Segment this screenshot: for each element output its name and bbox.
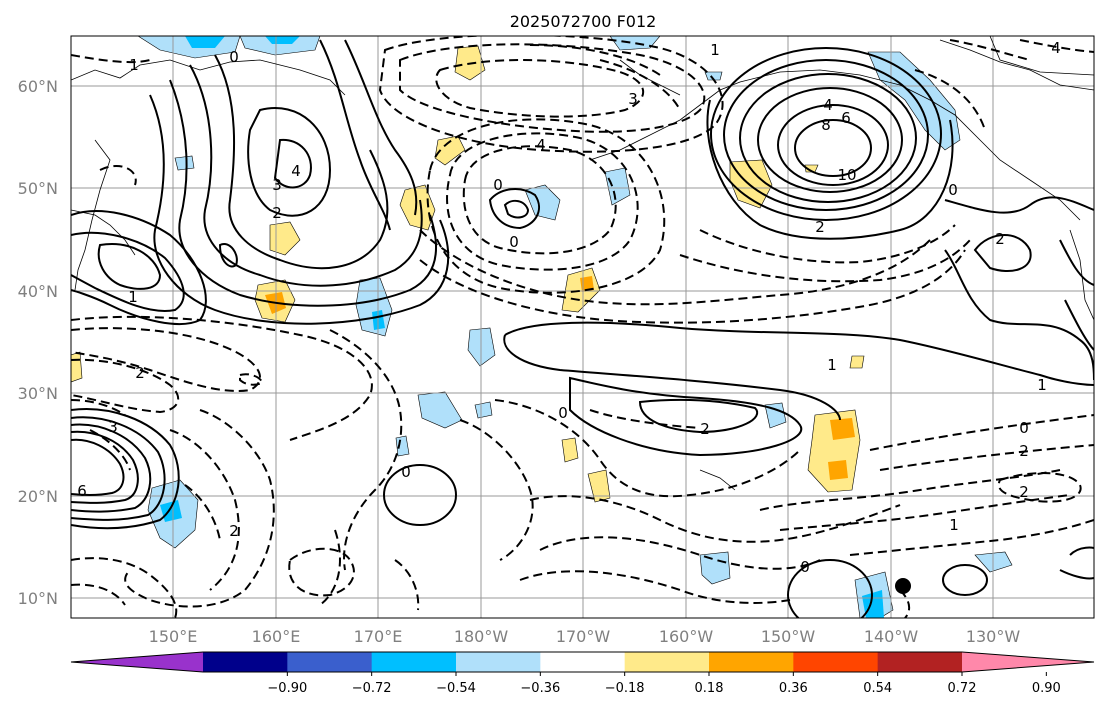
contour-label: 1 xyxy=(1037,376,1047,394)
lon-tick-label: 150°E xyxy=(149,627,198,646)
colorbar: −0.90 −0.72 −0.54 −0.36 −0.18 0.18 0.36 0.54 0.7… xyxy=(70,651,1095,696)
lon-tick-label: 180°W xyxy=(454,627,509,646)
colorbar-tick-label: −0.90 xyxy=(267,681,307,696)
contour-label: 4 xyxy=(823,96,833,114)
contour-label: 1 xyxy=(827,356,837,374)
colorbar-outline xyxy=(70,651,1095,673)
contour-label: 2 xyxy=(135,364,145,382)
contour-label: 10 xyxy=(837,166,856,184)
colorbar-tick-label: 0.36 xyxy=(779,681,808,696)
contour-label: 8 xyxy=(821,116,831,134)
colorbar-tick-label: −0.72 xyxy=(352,681,392,696)
lat-tick-label: 30°N xyxy=(18,384,58,403)
contour-label: 3 xyxy=(272,176,282,194)
contour-label: 1 xyxy=(128,288,138,306)
contour-label: 3 xyxy=(628,90,638,108)
contour-label: 6 xyxy=(77,482,87,500)
latitude-axis: 60°N 50°N 40°N 30°N 20°N 10°N xyxy=(18,77,58,608)
contour-label: 0 xyxy=(493,176,503,194)
contour-label: 1 xyxy=(710,41,720,59)
colorbar-bin xyxy=(709,652,794,672)
lat-tick-label: 10°N xyxy=(18,589,58,608)
colorbar-tick-label: −0.54 xyxy=(436,681,476,696)
contour-label: 2 xyxy=(815,218,825,236)
negative-contours xyxy=(71,36,1094,618)
contour-label: 4 xyxy=(536,136,546,154)
contour-label: 1 xyxy=(129,56,139,74)
contour-label: 0 xyxy=(800,558,810,576)
lat-tick-label: 40°N xyxy=(18,282,58,301)
colorbar-tick-label: 0.54 xyxy=(863,681,892,696)
contour-label: 4 xyxy=(1051,39,1061,57)
contour-label: 6 xyxy=(841,109,851,127)
lon-tick-label: 170°W xyxy=(556,627,611,646)
lat-tick-label: 60°N xyxy=(18,77,58,96)
lon-tick-label: 160°E xyxy=(252,627,301,646)
colorbar-extend-low xyxy=(71,652,203,672)
colorbar-bin xyxy=(793,652,879,672)
longitude-axis: 150°E 160°E 170°E 180°W 170°W 160°W 150°… xyxy=(149,627,1021,646)
lon-tick-label: 130°W xyxy=(966,627,1021,646)
colorbar-bin xyxy=(624,652,710,672)
lon-tick-label: 160°W xyxy=(659,627,714,646)
colorbar-bin xyxy=(203,652,288,672)
contour-labels: 10 8 6 4 4 2 2 2 2 3 1 1 1 4 4 3 3 2 2 2… xyxy=(77,39,1061,576)
colorbar-bin xyxy=(287,652,373,672)
colorbar-extend-high xyxy=(962,652,1094,672)
colorbar-bin xyxy=(877,652,963,672)
positive-contours xyxy=(71,39,1094,618)
contour-label: 0 xyxy=(948,181,958,199)
lon-tick-label: 150°W xyxy=(761,627,816,646)
map-panel: 10 8 6 4 4 2 2 2 2 3 1 1 1 4 4 3 3 2 2 2… xyxy=(71,36,1094,618)
colorbar-tick-label: 0.72 xyxy=(948,681,977,696)
contour-label: 2 xyxy=(700,420,710,438)
contour-label: 3 xyxy=(108,418,118,436)
station-marker xyxy=(895,578,911,594)
contour-label: 0 xyxy=(229,48,239,66)
contour-label: 0 xyxy=(401,463,411,481)
contour-label: 2 xyxy=(272,204,282,222)
contour-label: 0 xyxy=(1019,419,1029,437)
contour-label: 2 xyxy=(995,230,1005,248)
colorbar-bin xyxy=(371,652,457,672)
map-frame xyxy=(70,35,1095,619)
lat-tick-label: 20°N xyxy=(18,487,58,506)
graticule xyxy=(71,36,1094,618)
colorbar-tick-label: 0.90 xyxy=(1032,681,1061,696)
colorbar-bin xyxy=(540,652,626,672)
contour-label: 2 xyxy=(1019,483,1029,501)
chart-title: 2025072700 F012 xyxy=(510,12,657,31)
colorbar-tick-label: −0.18 xyxy=(605,681,645,696)
colorbar-tick-label: 0.18 xyxy=(695,681,724,696)
contour-label: 1 xyxy=(949,516,959,534)
lon-tick-label: 170°E xyxy=(354,627,403,646)
colorbar-tick-label: −0.36 xyxy=(520,681,560,696)
contour-label: 0 xyxy=(509,233,519,251)
lon-tick-label: 140°W xyxy=(864,627,919,646)
contour-label: 0 xyxy=(558,404,568,422)
contour-label: 2 xyxy=(1019,442,1029,460)
colorbar-bin xyxy=(456,652,541,672)
lat-tick-label: 50°N xyxy=(18,179,58,198)
contour-label: 4 xyxy=(291,162,301,180)
contour-label: 2 xyxy=(229,522,239,540)
